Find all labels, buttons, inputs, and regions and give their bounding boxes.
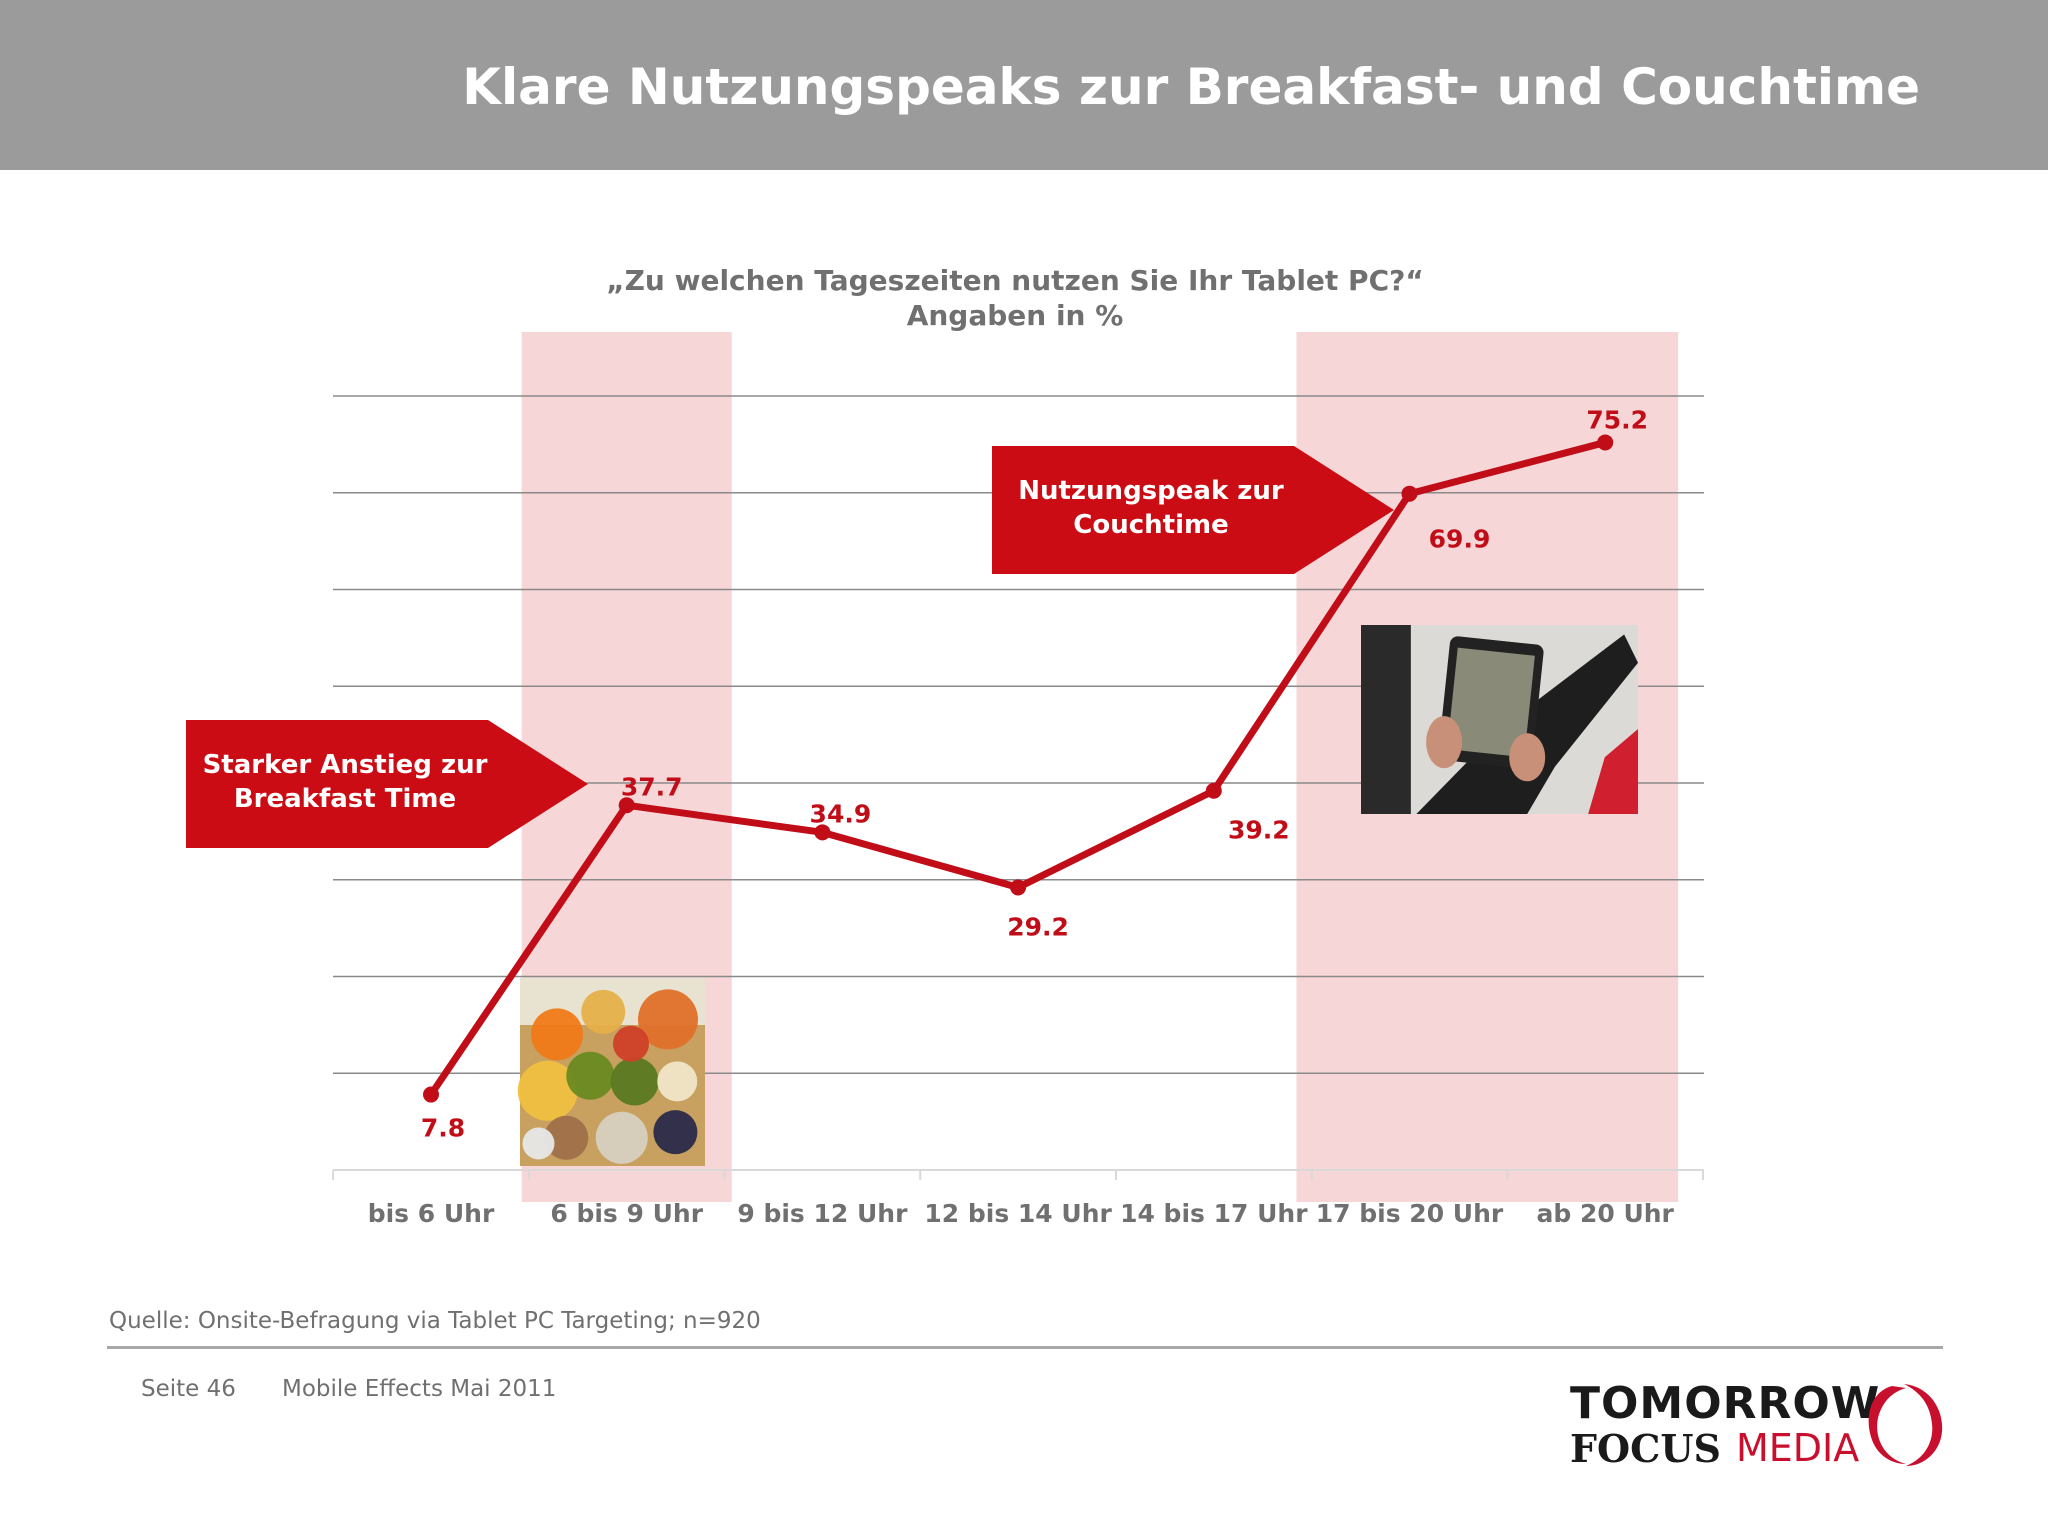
logo-text-media: MEDIA xyxy=(1736,1426,1860,1470)
breakfast-photo-item xyxy=(531,1008,583,1061)
source-note: Quelle: Onsite-Befragung via Tablet PC T… xyxy=(109,1308,761,1334)
breakfast-photo-item xyxy=(610,1057,659,1106)
data-label-1: 7.8 xyxy=(421,1114,465,1143)
data-point-6 xyxy=(1401,485,1418,502)
tablet-couch-photo-hand xyxy=(1426,716,1463,769)
footer-divider xyxy=(107,1346,1943,1349)
report-title: Mobile Effects Mai 2011 xyxy=(282,1376,557,1402)
callout-breakfast-text-1: Starker Anstieg zur xyxy=(203,750,488,780)
line-chart: 7.8 37.7 34.9 29.2 39.2 69.9 75.2 bis 6 Uhr 6 bi… xyxy=(186,264,1705,1228)
logo-text-tomorrow: TOMORROW xyxy=(1570,1378,1881,1429)
x-tick-label-6: 17 bis 20 Uhr xyxy=(1316,1199,1504,1228)
x-tick-label-7: ab 20 Uhr xyxy=(1537,1199,1675,1228)
breakfast-photo-item xyxy=(522,1127,555,1160)
breakfast-photo-item xyxy=(566,1051,615,1100)
data-label-4: 29.2 xyxy=(1007,912,1069,941)
breakfast-photo-item xyxy=(657,1061,698,1102)
x-tick-label-2: 6 bis 9 Uhr xyxy=(550,1199,703,1228)
data-label-2: 37.7 xyxy=(621,772,683,801)
breakfast-photo-item xyxy=(653,1110,698,1155)
data-point-4 xyxy=(1010,879,1027,896)
tablet-couch-photo-hand xyxy=(1509,733,1546,782)
breakfast-photo-item xyxy=(595,1111,648,1164)
chart-subtitle: Angaben in % xyxy=(907,299,1124,332)
callout-breakfast xyxy=(186,720,588,848)
callout-couchtime-text-1: Nutzungspeak zur xyxy=(1018,476,1284,506)
data-label-3: 34.9 xyxy=(810,799,872,828)
breakfast-photo-item xyxy=(544,1115,589,1160)
callout-couchtime xyxy=(992,446,1394,574)
breakfast-photo-item xyxy=(638,989,698,1050)
data-point-3 xyxy=(814,824,831,841)
breakfast-photo-item xyxy=(581,989,626,1034)
x-tick-label-5: 14 bis 17 Uhr xyxy=(1120,1199,1308,1228)
data-point-2 xyxy=(618,797,635,814)
data-label-5: 39.2 xyxy=(1228,816,1290,845)
breakfast-photo-item xyxy=(613,1025,649,1062)
data-point-7 xyxy=(1597,434,1614,451)
company-logo: TOMORROW FOCUS MEDIA xyxy=(1560,1370,1950,1471)
callout-couchtime-text-2: Couchtime xyxy=(1073,510,1228,540)
tablet-couch-photo-cushion xyxy=(1588,728,1638,814)
x-tick-label-3: 9 bis 12 Uhr xyxy=(737,1199,908,1228)
breakfast-photo-item xyxy=(517,1060,578,1121)
focus-media-swoosh-icon xyxy=(1868,1384,1943,1466)
header-bar: Klare Nutzungspeaks zur Breakfast- und C… xyxy=(0,0,2048,170)
data-point-5 xyxy=(1205,782,1222,799)
page-number: Seite 46 xyxy=(141,1376,236,1402)
chart-title: „Zu welchen Tageszeiten nutzen Sie Ihr T… xyxy=(606,264,1424,297)
data-label-7: 75.2 xyxy=(1586,405,1648,434)
x-tick-label-4: 12 bis 14 Uhr xyxy=(924,1199,1112,1228)
callout-breakfast-text-2: Breakfast Time xyxy=(234,784,456,814)
logo-text-focus: FOCUS xyxy=(1570,1426,1721,1471)
x-tick-label-1: bis 6 Uhr xyxy=(368,1199,495,1228)
data-label-6: 69.9 xyxy=(1429,525,1491,554)
tablet-couch-photo-screen xyxy=(1447,647,1535,758)
data-point-1 xyxy=(423,1086,439,1103)
tablet-couch-photo-hair xyxy=(1361,625,1411,814)
page-title: Klare Nutzungspeaks zur Breakfast- und C… xyxy=(462,58,1920,116)
